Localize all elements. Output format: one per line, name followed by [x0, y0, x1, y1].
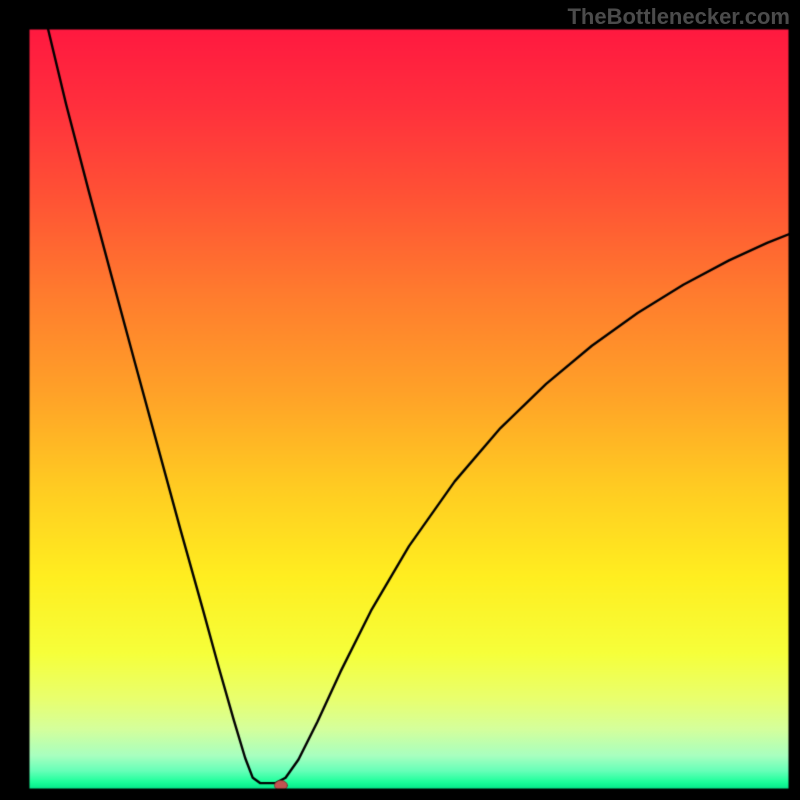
watermark-label: TheBottlenecker.com [567, 4, 790, 30]
chart-stage: TheBottlenecker.com [0, 0, 800, 800]
bottleneck-plot-canvas [0, 0, 800, 800]
